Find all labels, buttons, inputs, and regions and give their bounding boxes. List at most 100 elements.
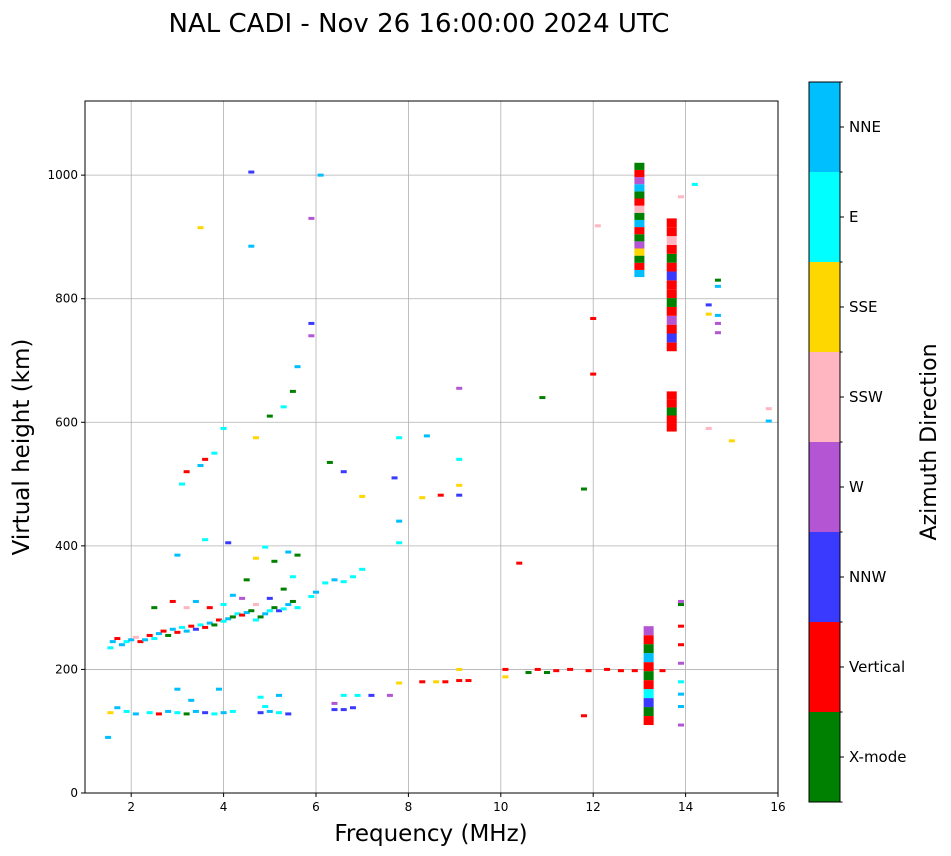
data-point-104 [580,487,587,491]
data-point-129 [188,698,195,702]
data-point-103 [539,396,546,400]
data-point-150 [534,667,541,671]
data-point-175 [714,278,721,282]
data-point-22 [206,621,213,625]
data-point-83 [308,334,315,338]
data-point-59 [252,603,259,607]
data-point-6 [132,635,139,639]
colorbar-swatch-w [809,442,840,532]
y-tick-label: 400 [55,539,78,553]
band-3-segment-15 [634,162,645,170]
data-point-158 [659,669,666,673]
colorbar-label: Vertical [849,658,905,676]
colorbar-swatch-ssw [809,352,840,442]
data-point-31 [248,609,255,613]
band-2-segment-4 [666,306,677,316]
colorbar-label: W [849,478,864,496]
data-point-4 [123,640,130,644]
band-2-segment-12 [666,236,677,245]
data-point-58 [239,596,246,600]
data-point-133 [340,708,347,712]
band-0-segment-2 [643,698,654,708]
data-point-170 [691,182,698,186]
data-point-18 [188,624,195,628]
data-point-24 [215,618,222,622]
data-point-179 [705,426,712,430]
x-tick-label: 12 [586,800,601,814]
data-point-62 [289,575,296,579]
band-2-segment-10 [666,253,677,263]
colorbar-label: E [849,208,858,226]
data-point-151 [544,671,550,675]
data-point-9 [146,633,153,637]
data-point-155 [604,667,611,671]
data-point-57 [229,593,236,597]
band-3-segment-6 [634,227,645,235]
data-point-37 [276,609,283,613]
data-point-143 [442,680,449,684]
data-point-42 [308,595,315,599]
data-point-178 [714,331,721,335]
data-point-97 [437,493,444,497]
band-0-segment-1 [643,707,654,717]
data-point-102 [516,561,523,565]
data-point-112 [146,711,153,715]
data-point-94 [396,436,403,440]
data-point-26 [225,617,232,621]
data-point-54 [192,599,199,603]
data-point-39 [285,603,292,607]
data-point-177 [714,321,721,325]
band-3-segment-3 [634,248,645,256]
grid [85,101,778,793]
data-point-74 [197,464,204,468]
data-point-46 [340,580,347,584]
data-point-107 [594,224,601,228]
band-2-segment-2 [666,324,677,334]
band-1-segment-1 [666,415,677,424]
data-point-47 [349,575,356,579]
band-2-segment-6 [666,289,677,299]
data-point-65 [262,545,269,549]
data-point-162 [677,705,684,708]
y-tick-label: 800 [55,292,78,306]
data-point-159 [580,714,587,718]
data-point-19 [192,627,199,631]
x-tick-label: 6 [312,800,320,814]
data-point-148 [502,675,509,679]
data-point-98 [456,493,463,497]
data-point-136 [340,693,347,697]
band-3-segment-13 [634,177,645,185]
data-point-117 [192,709,199,713]
data-point-149 [525,671,532,675]
data-point-55 [206,606,213,610]
data-point-160 [105,735,112,739]
colorbar-title: Azimuth Direction [917,343,942,540]
data-point-164 [677,680,684,684]
data-point-60 [266,596,273,600]
data-point-34 [262,612,269,616]
band-0-segment-5 [643,671,654,681]
data-point-35 [266,609,273,613]
data-point-84 [308,321,315,325]
data-point-29 [239,613,246,617]
data-point-90 [326,460,333,464]
data-point-71 [225,541,232,545]
colorbar-label: X-mode [849,748,906,766]
data-point-171 [677,195,684,199]
y-tick-label: 0 [70,786,78,800]
data-point-68 [294,553,301,557]
data-point-49 [396,541,403,545]
data-point-53 [183,606,190,610]
data-point-7 [137,640,144,644]
data-point-174 [714,284,721,288]
data-point-173 [705,312,712,316]
data-point-113 [155,712,162,716]
data-point-64 [252,556,259,560]
band-3-segment-8 [634,212,645,220]
data-point-111 [132,712,139,716]
band-0-segment-10 [643,626,654,636]
data-point-86 [248,244,255,248]
colorbar-frame [808,81,841,803]
band-0-segment-9 [643,635,654,645]
data-point-63 [243,578,250,582]
